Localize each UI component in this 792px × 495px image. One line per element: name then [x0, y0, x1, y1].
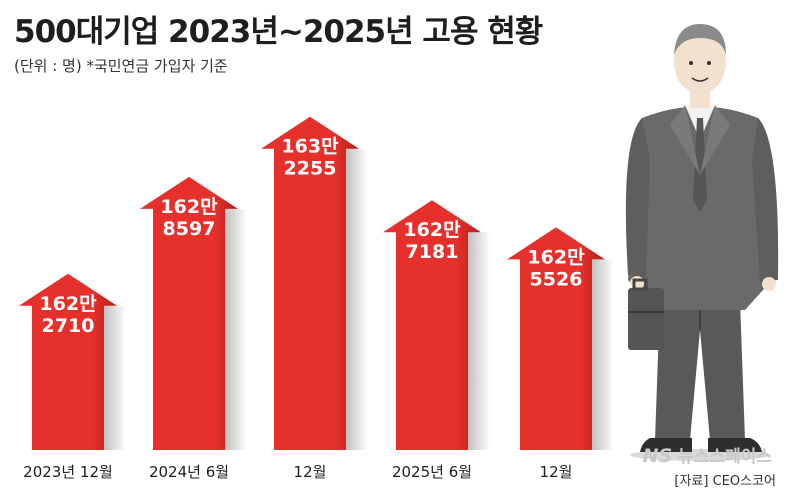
source-note: [자료] CEO스코어: [674, 474, 776, 489]
data-label: 162만: [39, 293, 97, 315]
arrow-bar-shadow: [104, 305, 126, 450]
arrow-bar-shadow: [225, 208, 247, 450]
data-label: 163만: [281, 136, 339, 158]
watermark-logo: NS: [642, 445, 673, 467]
arrow-bar: [19, 273, 117, 450]
data-label: 5526: [530, 268, 583, 290]
data-label: 162만: [527, 246, 585, 268]
x-tick-label: 2023년 12월: [23, 463, 113, 481]
watermark: NS 뉴스스페이스: [643, 442, 772, 467]
x-tick-label: 12월: [540, 463, 573, 481]
arrow-bar: [261, 116, 359, 450]
businessman-icon: [625, 24, 779, 461]
arrow-bar-shadow: [346, 148, 368, 450]
arrow-bar: [383, 200, 481, 450]
arrow-bar: [140, 176, 238, 450]
arrow-bar-shadow: [468, 232, 490, 450]
data-label: 162만: [160, 196, 218, 218]
data-label: 162만: [403, 219, 461, 241]
data-label: 8597: [163, 218, 216, 240]
chart-subtitle: (단위 : 명) *국민연금 가입자 기준: [14, 57, 228, 75]
data-label: 7181: [406, 241, 459, 263]
arrow-bar: [507, 227, 605, 450]
data-label: 2255: [284, 158, 337, 180]
data-label: 2710: [42, 315, 95, 337]
x-tick-label: 12월: [294, 463, 327, 481]
arrow-bar-shadow: [592, 259, 614, 450]
x-tick-label: 2025년 6월: [392, 463, 472, 481]
watermark-text: 뉴스스페이스: [678, 447, 772, 467]
x-tick-label: 2024년 6월: [149, 463, 229, 481]
page-title: 500대기업 2023년~2025년 고용 현황: [14, 14, 543, 50]
